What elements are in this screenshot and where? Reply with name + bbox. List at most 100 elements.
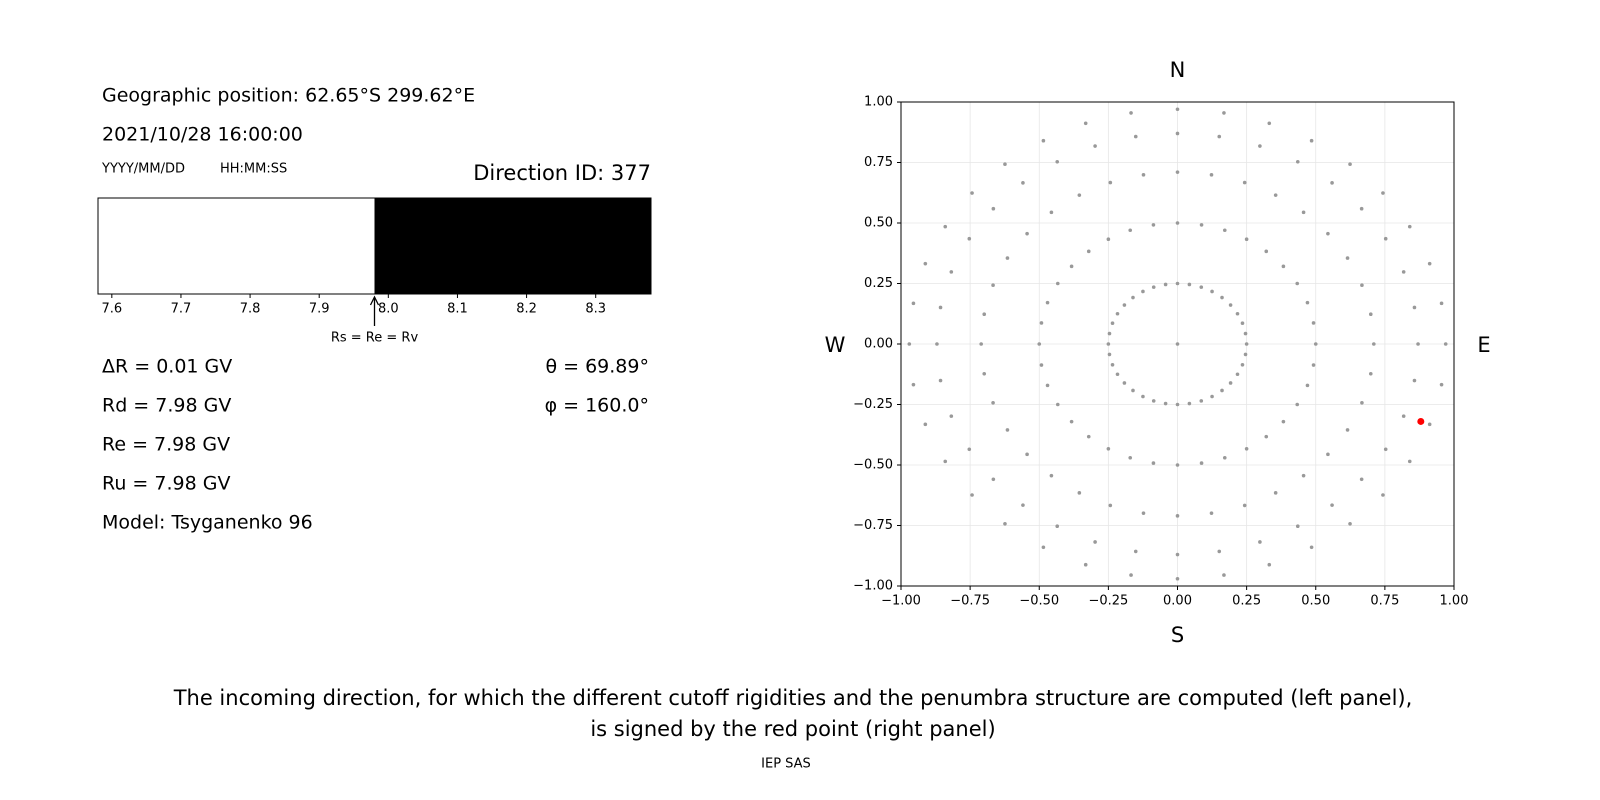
direction-point: [1151, 223, 1156, 227]
direction-point: [1175, 281, 1180, 286]
direction-point: [1151, 399, 1156, 403]
direction-point: [1003, 162, 1007, 166]
direction-point: [1220, 388, 1224, 393]
phi: φ = 160.0°: [545, 395, 649, 417]
direction-point: [1131, 388, 1135, 393]
direction-point: [1128, 455, 1133, 460]
direction-point: [1069, 419, 1074, 424]
direction-point: [1301, 473, 1306, 478]
direction-point: [1264, 434, 1269, 439]
direction-point: [1439, 301, 1444, 306]
direction-point: [1108, 180, 1113, 185]
direction-point: [923, 422, 928, 427]
direction-point: [970, 191, 974, 195]
direction-point: [1273, 193, 1278, 197]
direction-point: [1240, 321, 1245, 325]
direction-point: [1258, 540, 1262, 544]
direction-point: [943, 459, 948, 464]
direction-point: [1107, 352, 1112, 357]
direction-point: [1083, 121, 1088, 126]
direction-point: [1243, 331, 1248, 336]
info-line: ΔR = 0.01 GV: [102, 356, 232, 378]
info-line: Re = 7.98 GV: [102, 434, 230, 456]
direction-point: [1110, 363, 1115, 367]
direction-point: [935, 342, 939, 346]
direction-point: [1141, 289, 1145, 294]
direction-point: [1242, 180, 1247, 185]
direction-point: [1199, 399, 1204, 403]
x-tick-label: 0.50: [1301, 594, 1330, 609]
direction-point: [1175, 221, 1180, 225]
direction-point: [982, 312, 987, 317]
direction-point: [1025, 452, 1029, 457]
direction-point: [991, 206, 996, 211]
direction-point: [1133, 549, 1138, 554]
direction-point: [1005, 428, 1010, 432]
x-tick-label: 0.75: [1370, 594, 1399, 609]
direction-point: [1348, 162, 1352, 166]
direction-point: [1037, 342, 1042, 346]
direction-point: [1311, 321, 1316, 325]
y-tick-label: 0.25: [864, 276, 893, 291]
direction-point: [1025, 231, 1029, 236]
direction-point: [982, 371, 987, 376]
direction-point: [1412, 378, 1417, 383]
compass-label: E: [1477, 333, 1490, 357]
direction-point: [1055, 524, 1060, 529]
direction-point: [1049, 210, 1054, 215]
direction-point: [967, 447, 972, 452]
x-tick-label: 0.25: [1232, 594, 1261, 609]
x-tick-label: 8.0: [378, 302, 399, 317]
direction-point: [1210, 394, 1214, 399]
x-tick-label: 8.3: [585, 302, 606, 317]
direction-point: [1175, 576, 1180, 581]
direction-point: [1345, 256, 1350, 260]
direction-point: [967, 236, 972, 241]
direction-point: [1106, 342, 1111, 346]
direction-point: [1244, 446, 1249, 451]
direction-point: [938, 305, 943, 310]
direction-point: [1128, 228, 1133, 233]
direction-point: [1301, 210, 1306, 215]
direction-point: [1187, 401, 1192, 406]
direction-point: [1045, 300, 1050, 305]
penumbra-forbidden: [374, 198, 651, 294]
time-format: HH:MM:SS: [220, 162, 287, 177]
direction-point: [1330, 503, 1334, 507]
direction-point: [1381, 191, 1385, 195]
direction-point: [938, 378, 943, 383]
direction-point: [1141, 173, 1146, 177]
x-tick-label: −1.00: [881, 594, 921, 609]
compass-label: W: [825, 333, 846, 357]
x-tick-label: 7.9: [309, 302, 330, 317]
direction-point: [1381, 493, 1385, 497]
direction-point: [1368, 371, 1373, 376]
direction-point: [1175, 342, 1180, 346]
direction-point: [1220, 295, 1224, 300]
direction-point: [1049, 473, 1054, 478]
direction-point: [1235, 311, 1240, 316]
direction-point: [1416, 342, 1420, 346]
direction-point: [1217, 549, 1222, 554]
direction-point: [1383, 236, 1388, 241]
direction-point: [1005, 256, 1010, 260]
x-tick-label: −0.50: [1019, 594, 1059, 609]
direction-point: [1264, 249, 1269, 254]
direction-point: [1131, 295, 1135, 300]
direction-point: [1175, 107, 1180, 112]
direction-point: [991, 477, 996, 482]
direction-point: [1003, 522, 1007, 526]
direction-point: [1222, 111, 1226, 115]
direction-point: [1383, 447, 1388, 452]
x-tick-label: 0.00: [1163, 594, 1192, 609]
date-format: YYYY/MM/DD: [101, 162, 185, 177]
direction-point: [949, 414, 954, 418]
compass-label: S: [1171, 623, 1184, 647]
direction-point: [1222, 228, 1227, 233]
direction-point: [1077, 193, 1082, 197]
direction-point: [1093, 540, 1097, 544]
direction-point: [1106, 237, 1111, 242]
direction-point: [1108, 503, 1113, 508]
direction-point: [1199, 223, 1204, 227]
